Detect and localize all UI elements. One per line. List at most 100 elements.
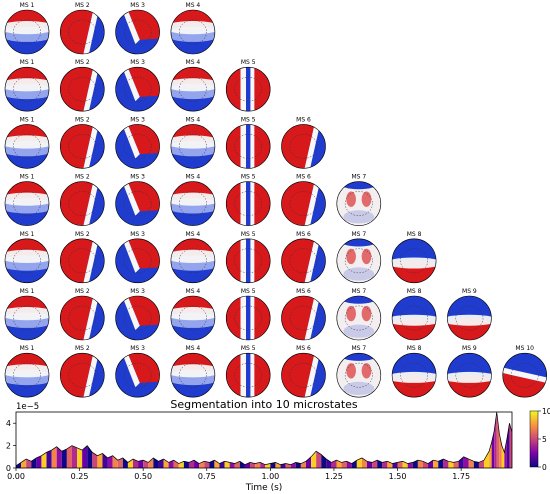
- topomap-6-7: MS 8: [391, 345, 437, 398]
- segment-bar: [443, 459, 449, 468]
- topomap-6-3: MS 4: [170, 345, 216, 398]
- topomap-label: MS 3: [130, 174, 145, 181]
- y-tick-label: 0: [6, 464, 11, 473]
- x-tick-label: 0.25: [71, 472, 89, 481]
- x-tick-label: 1.50: [389, 472, 407, 481]
- segment-bar: [407, 462, 413, 468]
- segment-bar: [26, 459, 32, 468]
- colorbar-ticks: 0 5 10: [538, 407, 550, 472]
- segment-bar: [275, 462, 281, 468]
- segment-bar: [504, 438, 507, 468]
- colorbar: 0 5 10: [529, 407, 550, 472]
- segment-bar: [417, 460, 423, 468]
- topomap-label: MS 8: [407, 288, 422, 295]
- segment-bar: [356, 457, 362, 468]
- segment-bar: [250, 462, 256, 468]
- segment-bar: [112, 455, 118, 468]
- topomap-0-2: MS 3: [115, 2, 160, 55]
- plot-frame: [15, 411, 513, 469]
- topomap-label: MS 5: [241, 345, 256, 352]
- segment-bar: [178, 461, 184, 468]
- segment-bar: [77, 447, 83, 468]
- topomap-label: MS 5: [241, 174, 256, 181]
- segment-bar: [361, 457, 368, 468]
- segment-bar: [367, 461, 373, 468]
- segmentation-plot: Segmentation into 10 microstates 1e−5 0.…: [6, 398, 550, 493]
- segment-bar: [97, 453, 103, 468]
- segment-bar: [382, 461, 388, 468]
- topomap-label: MS 6: [296, 116, 311, 123]
- topomap-3-3: MS 4: [170, 174, 216, 226]
- segment-bar: [239, 461, 245, 468]
- segment-bar: [107, 455, 113, 468]
- segment-bar: [21, 459, 27, 468]
- segment-bar: [56, 446, 62, 468]
- segment-bar: [489, 442, 492, 468]
- topomap-5-3: MS 4: [170, 288, 216, 341]
- segment-bars: [16, 412, 512, 468]
- segment-bar: [295, 462, 301, 468]
- segment-bar: [183, 461, 189, 468]
- topomap-label: MS 4: [186, 288, 201, 295]
- y-axis: 0 2 4: [6, 419, 16, 473]
- segment-bar: [41, 452, 47, 468]
- topomap-label: MS 2: [75, 116, 90, 123]
- colorbar-tick-label: 10: [542, 407, 550, 416]
- topomap-label: MS 2: [75, 174, 90, 181]
- segment-bar: [173, 460, 179, 468]
- topomap-6-9: MS 10: [502, 345, 548, 398]
- segment-bar: [51, 446, 57, 468]
- x-tick-label: 1.00: [261, 472, 279, 481]
- topomap-label: MS 6: [296, 288, 311, 295]
- topomap-label: MS 10: [515, 345, 534, 352]
- topomap-6-0: MS 1: [4, 345, 50, 398]
- topomap-3-2: MS 3: [115, 174, 160, 226]
- segment-bar: [316, 451, 322, 468]
- segment-bar: [127, 459, 134, 468]
- topomap-label: MS 7: [351, 174, 366, 181]
- topomap-label: MS 6: [296, 345, 311, 352]
- topomap-label: MS 8: [407, 345, 422, 352]
- x-tick-label: 0.00: [7, 472, 25, 481]
- segment-bar: [46, 450, 52, 468]
- segment-bar: [433, 460, 439, 468]
- topomap-6-8: MS 9: [447, 345, 492, 398]
- topomap-label: MS 2: [75, 59, 90, 66]
- topomap-label: MS 1: [20, 2, 35, 9]
- segment-bar: [260, 462, 266, 468]
- segment-bar: [346, 461, 352, 468]
- segment-bar: [341, 461, 347, 468]
- x-tick-label: 0.75: [198, 472, 216, 481]
- topomap-4-5: MS 6: [281, 231, 326, 284]
- topomap-label: MS 3: [130, 59, 145, 66]
- topomap-2-5: MS 6: [281, 116, 326, 169]
- segment-bar: [484, 451, 490, 468]
- colorbar-gradient: [529, 410, 539, 468]
- topomap-5-2: MS 3: [115, 288, 160, 341]
- segmentation-title: Segmentation into 10 microstates: [170, 398, 358, 411]
- segment-bar: [36, 455, 42, 468]
- segment-bar: [158, 459, 164, 468]
- segment-bar: [509, 423, 512, 468]
- segment-bar: [138, 460, 144, 468]
- segment-bar: [204, 461, 210, 468]
- topomap-label: MS 1: [20, 174, 35, 181]
- segment-bar: [473, 461, 479, 468]
- topomap-label: MS 9: [462, 345, 477, 352]
- topomap-2-4: MS 5: [225, 116, 271, 169]
- topomap-0-0: MS 1: [4, 2, 50, 55]
- topomap-1-3: MS 4: [170, 59, 216, 112]
- segment-bar: [499, 433, 502, 468]
- topomap-4-4: MS 5: [225, 231, 271, 284]
- topomap-5-8: MS 9: [447, 288, 492, 341]
- segment-bar: [199, 461, 205, 468]
- segment-bar: [255, 462, 261, 468]
- topomap-grid: MS 1 MS 2 MS 3 MS 4 MS 1 MS 2 MS 3 MS 4 MS 5 MS 1…: [4, 2, 548, 398]
- topomap-label: MS 3: [130, 116, 145, 123]
- topomap-3-5: MS 6: [281, 174, 326, 226]
- segment-bar: [244, 462, 251, 468]
- x-tick-label: 1.75: [452, 472, 470, 481]
- segment-bar: [402, 461, 408, 468]
- segment-bar: [122, 457, 128, 468]
